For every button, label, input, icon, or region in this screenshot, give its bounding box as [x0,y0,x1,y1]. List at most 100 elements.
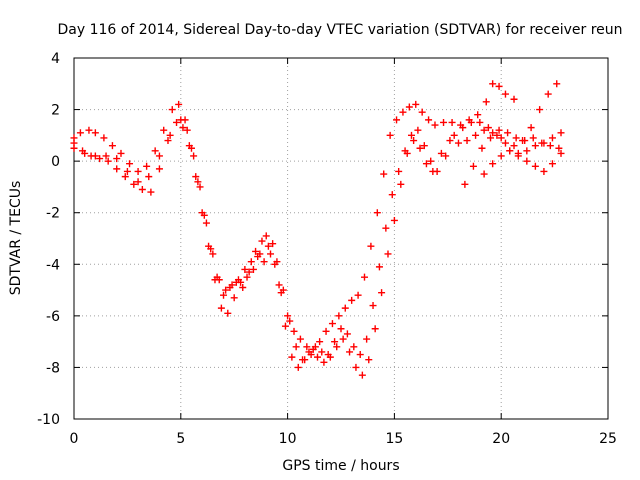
data-point [196,183,204,191]
data-point [264,242,272,250]
data-point [454,139,462,147]
data-point [322,327,330,335]
data-point [489,80,497,88]
data-point [523,147,531,155]
data-point [155,152,163,160]
data-point [269,240,277,248]
data-point [416,144,424,152]
data-point [224,309,232,317]
data-point [220,291,228,299]
data-point [145,173,153,181]
data-point [108,142,116,150]
data-point [166,131,174,139]
data-point [175,100,183,108]
data-point [121,173,129,181]
data-point [205,242,213,250]
data-point [328,320,336,328]
data-point [442,152,450,160]
data-point [258,237,266,245]
data-point [243,273,251,281]
grid-lines [74,58,608,419]
data-point [117,149,125,157]
series-0 [70,80,518,353]
data-point [222,286,230,294]
data-point [198,209,206,217]
data-point [281,322,289,330]
data-point [557,129,565,137]
data-point [91,129,99,137]
y-axis-label: SDTVAR / TECUs [8,181,24,296]
y-tick-label: -4 [46,257,60,273]
y-tick-label: 0 [51,154,60,170]
data-point [450,131,458,139]
data-point [337,325,345,333]
data-point [512,134,520,142]
axis-ticks [73,57,609,420]
data-point [339,335,347,343]
plot-frame [73,57,609,420]
data-point [495,82,503,90]
data-point [299,356,307,364]
data-point [405,103,413,111]
data-point [410,137,418,145]
data-point [506,147,514,155]
data-point [113,155,121,163]
data-point [474,111,482,119]
data-point [425,116,433,124]
data-point [388,191,396,199]
data-point [382,224,390,232]
data-point [185,142,193,150]
data-point [303,343,311,351]
data-point [143,162,151,170]
data-point [431,121,439,129]
data-point [546,142,554,150]
data-point [190,152,198,160]
data-point [273,258,281,266]
data-point [472,131,480,139]
y-tick-label: -6 [46,309,60,325]
data-point [343,330,351,338]
data-point [217,304,225,312]
data-point [395,167,403,175]
data-point [177,116,185,124]
data-point [288,353,296,361]
y-tick-label: -10 [37,412,60,428]
data-point [480,170,488,178]
data-point [463,137,471,145]
data-point [356,351,364,359]
data-point [459,124,467,132]
data-point [407,131,415,139]
y-tick-label: 2 [51,103,60,119]
data-point [305,348,313,356]
data-point [529,134,537,142]
data-point [540,167,548,175]
data-point [275,281,283,289]
data-point [360,273,368,281]
data-point [390,216,398,224]
data-point [192,173,200,181]
data-point [446,137,454,145]
data-point [234,276,242,284]
data-point [113,165,121,173]
data-point [123,167,131,175]
data-point [262,232,270,240]
data-point [523,157,531,165]
x-tick-label: 20 [492,431,510,447]
data-point [294,363,302,371]
data-point [497,152,505,160]
data-point [489,160,497,168]
data-point [292,343,300,351]
data-point [363,335,371,343]
data-point [249,265,257,273]
data-point [544,90,552,98]
data-point [540,139,548,147]
data-point [254,253,262,261]
data-point [194,178,202,186]
data-point [448,118,456,126]
data-point [422,160,430,168]
data-point [420,142,428,150]
data-point [260,258,268,266]
data-point [318,348,326,356]
